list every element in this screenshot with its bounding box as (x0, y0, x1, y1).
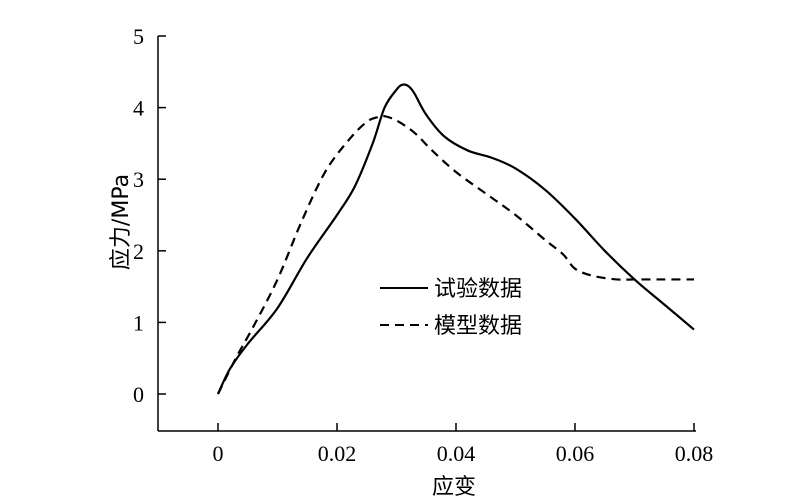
series-line-experimental (217, 83, 695, 395)
y-axis-title: 应力/MPa (109, 174, 134, 270)
x-tick-label: 0.08 (675, 441, 714, 466)
y-tick-label: 2 (133, 239, 144, 264)
x-tick-label: 0.04 (437, 441, 476, 466)
x-axis-title: 应变 (432, 475, 476, 500)
x-tick-label: 0 (213, 441, 224, 466)
legend: 试验数据 模型数据 (380, 277, 522, 339)
y-tick-label: 5 (133, 24, 144, 49)
y-tick-label: 0 (133, 382, 144, 407)
axes (157, 36, 696, 432)
legend-label-model: 模型数据 (434, 314, 522, 339)
series-line-model (217, 114, 694, 395)
x-tick-label: 0.06 (556, 441, 595, 466)
series-lines (217, 83, 695, 395)
legend-label-experimental: 试验数据 (434, 277, 522, 302)
y-tick-label: 1 (133, 310, 144, 335)
y-tick-label: 4 (133, 96, 144, 121)
x-tick-label: 0.02 (318, 441, 357, 466)
ticks: 0 1 2 3 4 5 0 0.02 0.04 0.06 0.08 (133, 24, 713, 466)
y-tick-label: 3 (133, 167, 144, 192)
